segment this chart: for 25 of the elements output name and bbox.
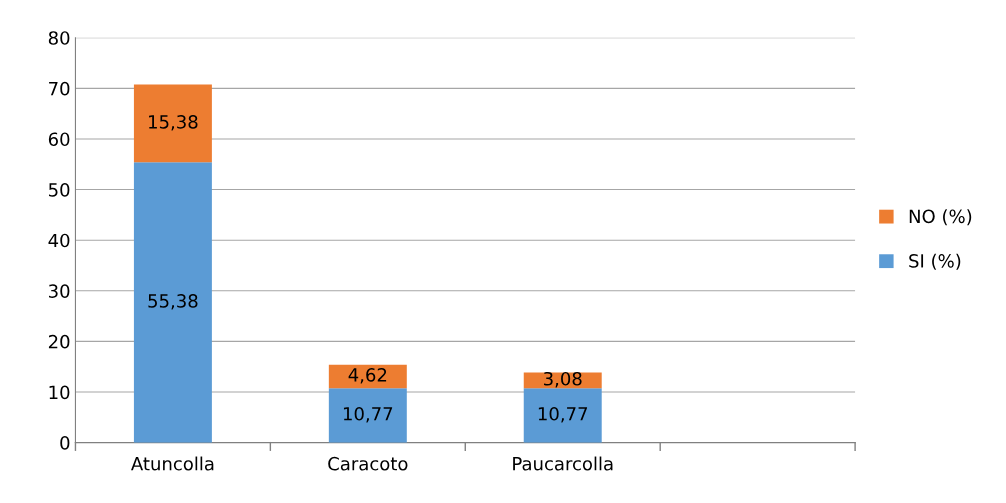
y-tick-label: 60 [48, 132, 70, 147]
data-label: 3,08 [544, 371, 582, 388]
bar [523, 388, 602, 443]
bar [328, 388, 407, 443]
data-label: 15,38 [149, 115, 198, 131]
data-label: 4,62 [348, 368, 387, 384]
x-tick-label: Paucarcolla [513, 456, 613, 471]
y-tick-label: 20 [48, 334, 70, 349]
data-label: 55,38 [148, 294, 198, 310]
data-label: 10,77 [343, 406, 393, 423]
bar [133, 84, 212, 163]
y-tick-label: 80 [48, 31, 70, 45]
y-tick-label: 0 [60, 436, 70, 450]
data-label: 10,77 [538, 406, 588, 423]
x-tick-label: Atuncolla [131, 456, 214, 471]
y-tick-label: 70 [49, 81, 70, 96]
x-tick-label: Caracoto [328, 456, 408, 471]
legend-label: NO (%) [909, 209, 972, 226]
y-tick-label: 50 [49, 183, 70, 197]
y-tick-label: 30 [48, 284, 70, 298]
bar [328, 364, 407, 389]
y-tick-label: 40 [48, 233, 70, 248]
bar [133, 162, 212, 443]
legend-label: SI (%) [909, 253, 961, 270]
y-tick-label: 10 [49, 385, 70, 400]
